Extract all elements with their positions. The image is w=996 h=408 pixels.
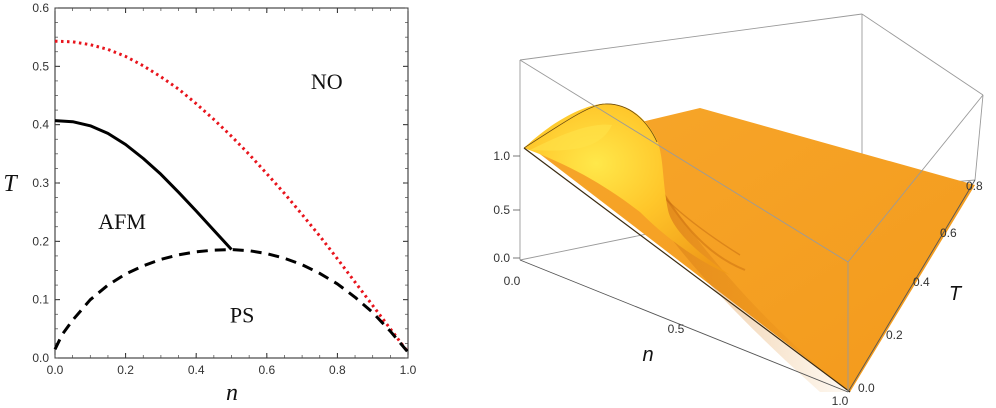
region-label: PS xyxy=(230,302,254,327)
region-label: AFM xyxy=(98,209,146,234)
y-tick-label-3d: 0.0 xyxy=(858,381,875,395)
ps-boundary-line xyxy=(53,248,410,354)
y-tick-label: 0.6 xyxy=(32,1,49,15)
afm-boundary-line xyxy=(54,119,233,251)
y-tick-label-3d: 0.4 xyxy=(913,275,930,289)
no-boundary-line xyxy=(54,39,410,354)
y-tick-label: 0.4 xyxy=(32,118,49,132)
y-tick-label-3d: 0.2 xyxy=(886,328,903,342)
x-tick-label-3d: 1.0 xyxy=(832,394,849,408)
z-tick-label: 0.5 xyxy=(493,203,510,217)
y-axis-label-3d: T xyxy=(949,283,963,305)
x-tick-label: 0.2 xyxy=(117,363,134,377)
x-tick-label: 0.6 xyxy=(258,363,275,377)
x-tick-label-3d: 0.5 xyxy=(668,322,685,336)
x-axis-label: n xyxy=(226,380,238,406)
y-tick-label: 0.3 xyxy=(32,176,49,190)
box-front-edges xyxy=(519,59,984,392)
surface-plot-3d: 0.0 0.5 1.0 0.0 0.5 1.0 0.0 0.2 0.4 0.6 0.8 n T xyxy=(493,13,984,408)
phase-diagram-2d: 0.0 0.2 0.4 0.6 0.8 1.00.00.10.20.30.40.50.6 … xyxy=(3,1,416,406)
y-tick-label: 0.0 xyxy=(32,351,49,365)
x-tick-label: 0.0 xyxy=(47,363,64,377)
x-tick-label: 0.4 xyxy=(188,363,205,377)
y-tick-label-3d: 0.8 xyxy=(966,179,983,193)
y-tick-label: 0.2 xyxy=(32,234,49,248)
y-tick-label-3d: 0.6 xyxy=(940,226,957,240)
x-tick-label-3d: 0.0 xyxy=(504,274,521,288)
y-tick-label: 0.1 xyxy=(32,293,49,307)
z-tick-label: 1.0 xyxy=(493,149,510,163)
y-tick-label: 0.5 xyxy=(32,59,49,73)
y-axis-label: T xyxy=(3,171,18,197)
x-tick-label: 0.8 xyxy=(329,363,346,377)
region-label: NO xyxy=(311,69,343,94)
z-tick-label: 0.0 xyxy=(493,251,510,265)
x-axis-label-3d: n xyxy=(642,344,653,366)
x-tick-label: 1.0 xyxy=(400,363,417,377)
